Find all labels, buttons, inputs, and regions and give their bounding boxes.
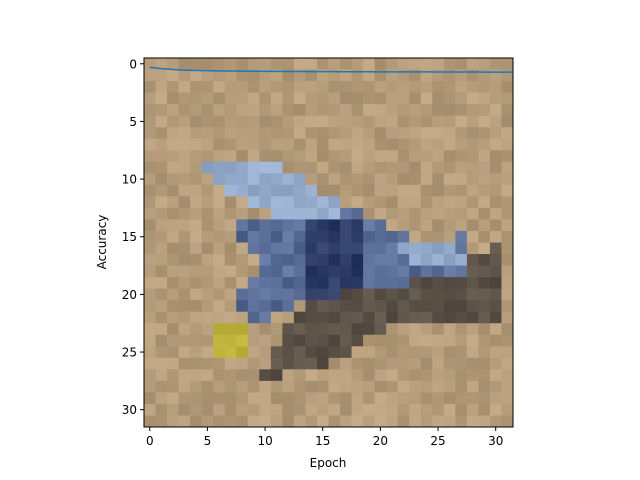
y-tick-label: 30 (122, 403, 137, 417)
y-axis: 0 5 10 15 20 25 30 (122, 57, 144, 417)
y-tick-label: 10 (122, 173, 137, 187)
y-tick-label: 15 (122, 230, 137, 244)
x-tick-label: 5 (204, 434, 212, 448)
series-layer (149, 66, 513, 73)
series-line-0 (149, 66, 513, 73)
x-axis-label: Epoch (310, 456, 347, 470)
x-tick-label: 25 (430, 434, 445, 448)
x-tick-label: 10 (257, 434, 272, 448)
plot-frame (143, 57, 514, 428)
y-tick-label: 20 (122, 288, 137, 302)
y-tick-label: 5 (129, 115, 137, 129)
y-axis-label: Accuracy (95, 215, 109, 270)
x-tick-label: 0 (146, 434, 154, 448)
x-axis: 0 5 10 15 20 25 30 (146, 427, 503, 448)
y-tick-label: 0 (129, 57, 137, 71)
x-tick-label: 20 (373, 434, 388, 448)
x-tick-label: 30 (488, 434, 503, 448)
x-tick-label: 15 (315, 434, 330, 448)
background-airplane-image (144, 58, 513, 427)
y-tick-label: 25 (122, 346, 137, 360)
